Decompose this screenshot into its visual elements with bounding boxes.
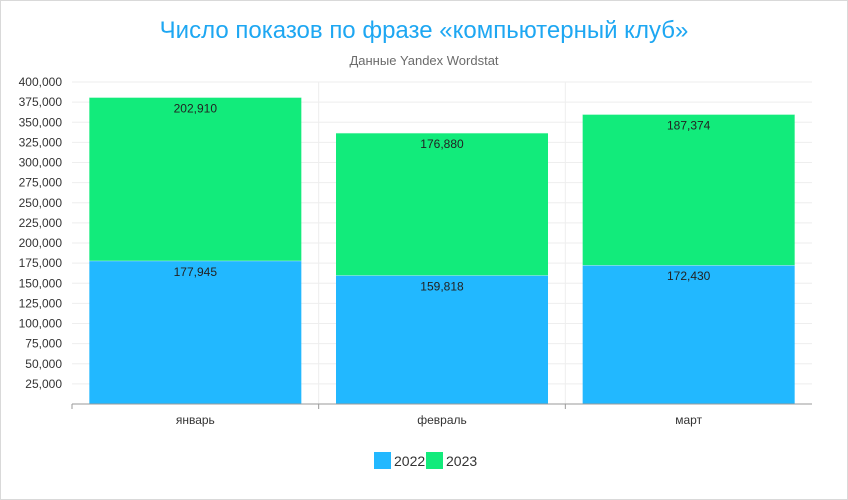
bars <box>89 96 795 404</box>
data-label: 176,880 <box>420 137 464 151</box>
bar-2023-январь[interactable] <box>89 97 302 261</box>
bar-2022-март[interactable] <box>582 265 795 404</box>
y-tick-label: 250,000 <box>19 196 63 210</box>
legend-swatch <box>426 452 443 469</box>
x-tick-label: март <box>675 413 702 427</box>
y-tick-label: 350,000 <box>19 115 63 129</box>
x-tick-label: январь <box>176 413 215 427</box>
data-labels: 177,945 202,910 159,818 176,880 172,430 187,3… <box>174 101 711 293</box>
legend-swatch <box>374 452 391 469</box>
bar-2023-март[interactable] <box>582 114 795 266</box>
bar-2023-февраль[interactable] <box>336 132 548 276</box>
bar-2022-январь[interactable] <box>89 260 302 404</box>
y-tick-label: 325,000 <box>19 135 63 149</box>
legend-label: 2022 <box>394 453 425 469</box>
y-tick-label: 25,000 <box>25 377 62 391</box>
y-tick-label: 300,000 <box>19 156 63 170</box>
legend-label: 2023 <box>446 453 477 469</box>
data-label: 187,374 <box>667 118 711 132</box>
y-tick-label: 225,000 <box>19 216 63 230</box>
bar-2022-февраль[interactable] <box>336 275 548 404</box>
data-label: 202,910 <box>174 101 218 115</box>
data-label: 172,430 <box>667 269 711 283</box>
y-tick-label: 400,000 <box>19 75 63 89</box>
y-tick-label: 50,000 <box>25 357 62 371</box>
chart-title: Число показов по фразе «компьютерный клу… <box>160 17 689 44</box>
data-label: 177,945 <box>174 265 218 279</box>
y-tick-label: 175,000 <box>19 256 63 270</box>
x-tick-label: февраль <box>417 413 467 427</box>
legend-item-2023[interactable]: 2023 <box>426 452 477 469</box>
y-tick-label: 75,000 <box>25 337 62 351</box>
chart-subtitle: Данные Yandex Wordstat <box>349 53 498 68</box>
data-label: 159,818 <box>420 279 464 293</box>
legend[interactable]: 2022 2023 <box>374 452 477 469</box>
legend-item-2022[interactable]: 2022 <box>374 452 425 469</box>
y-tick-label: 200,000 <box>19 236 63 250</box>
y-tick-label: 275,000 <box>19 176 63 190</box>
y-tick-label: 125,000 <box>19 296 63 310</box>
y-tick-label: 100,000 <box>19 317 63 331</box>
y-tick-label: 375,000 <box>19 95 63 109</box>
axes: 25,000 50,000 75,000 100,000 125,000 150,000 1… <box>19 75 812 427</box>
y-tick-label: 150,000 <box>19 276 63 290</box>
